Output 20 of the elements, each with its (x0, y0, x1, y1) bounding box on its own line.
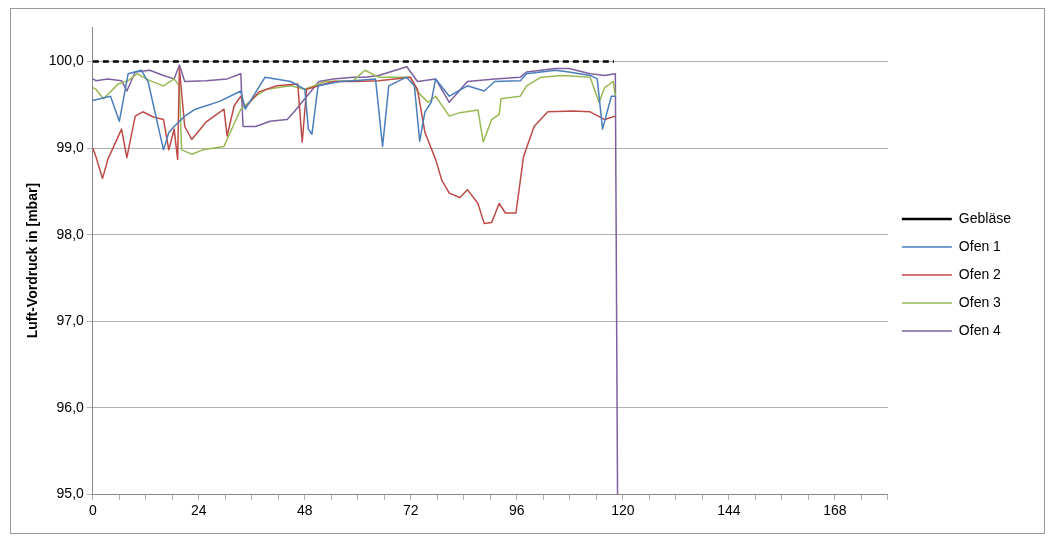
legend-label: Ofen 3 (958, 293, 1002, 310)
x-tick-label: 48 (297, 502, 313, 519)
y-tick-label: 97,0 (56, 312, 85, 329)
x-tick-label: 0 (88, 502, 97, 519)
x-tick-label: 24 (191, 502, 207, 519)
legend-label: Gebläse (958, 209, 1012, 226)
y-tick-label: 100,0 (48, 52, 85, 69)
legend-label: Ofen 4 (958, 321, 1002, 338)
y-axis-title: Luft-Vordruck in [mbar] (24, 182, 41, 339)
y-tick-label: 96,0 (56, 398, 85, 415)
x-tick-label: 120 (611, 502, 635, 519)
legend-label: Ofen 1 (958, 237, 1002, 254)
y-tick-label: 98,0 (56, 225, 85, 242)
legend-label: Ofen 2 (958, 265, 1002, 282)
x-tick-label: 96 (509, 502, 525, 519)
y-tick-label: 99,0 (56, 138, 85, 155)
y-tick-label: 95,0 (56, 485, 85, 502)
x-tick-label: 72 (403, 502, 419, 519)
x-tick-label: 168 (823, 502, 847, 519)
x-tick-label: 144 (717, 502, 741, 519)
